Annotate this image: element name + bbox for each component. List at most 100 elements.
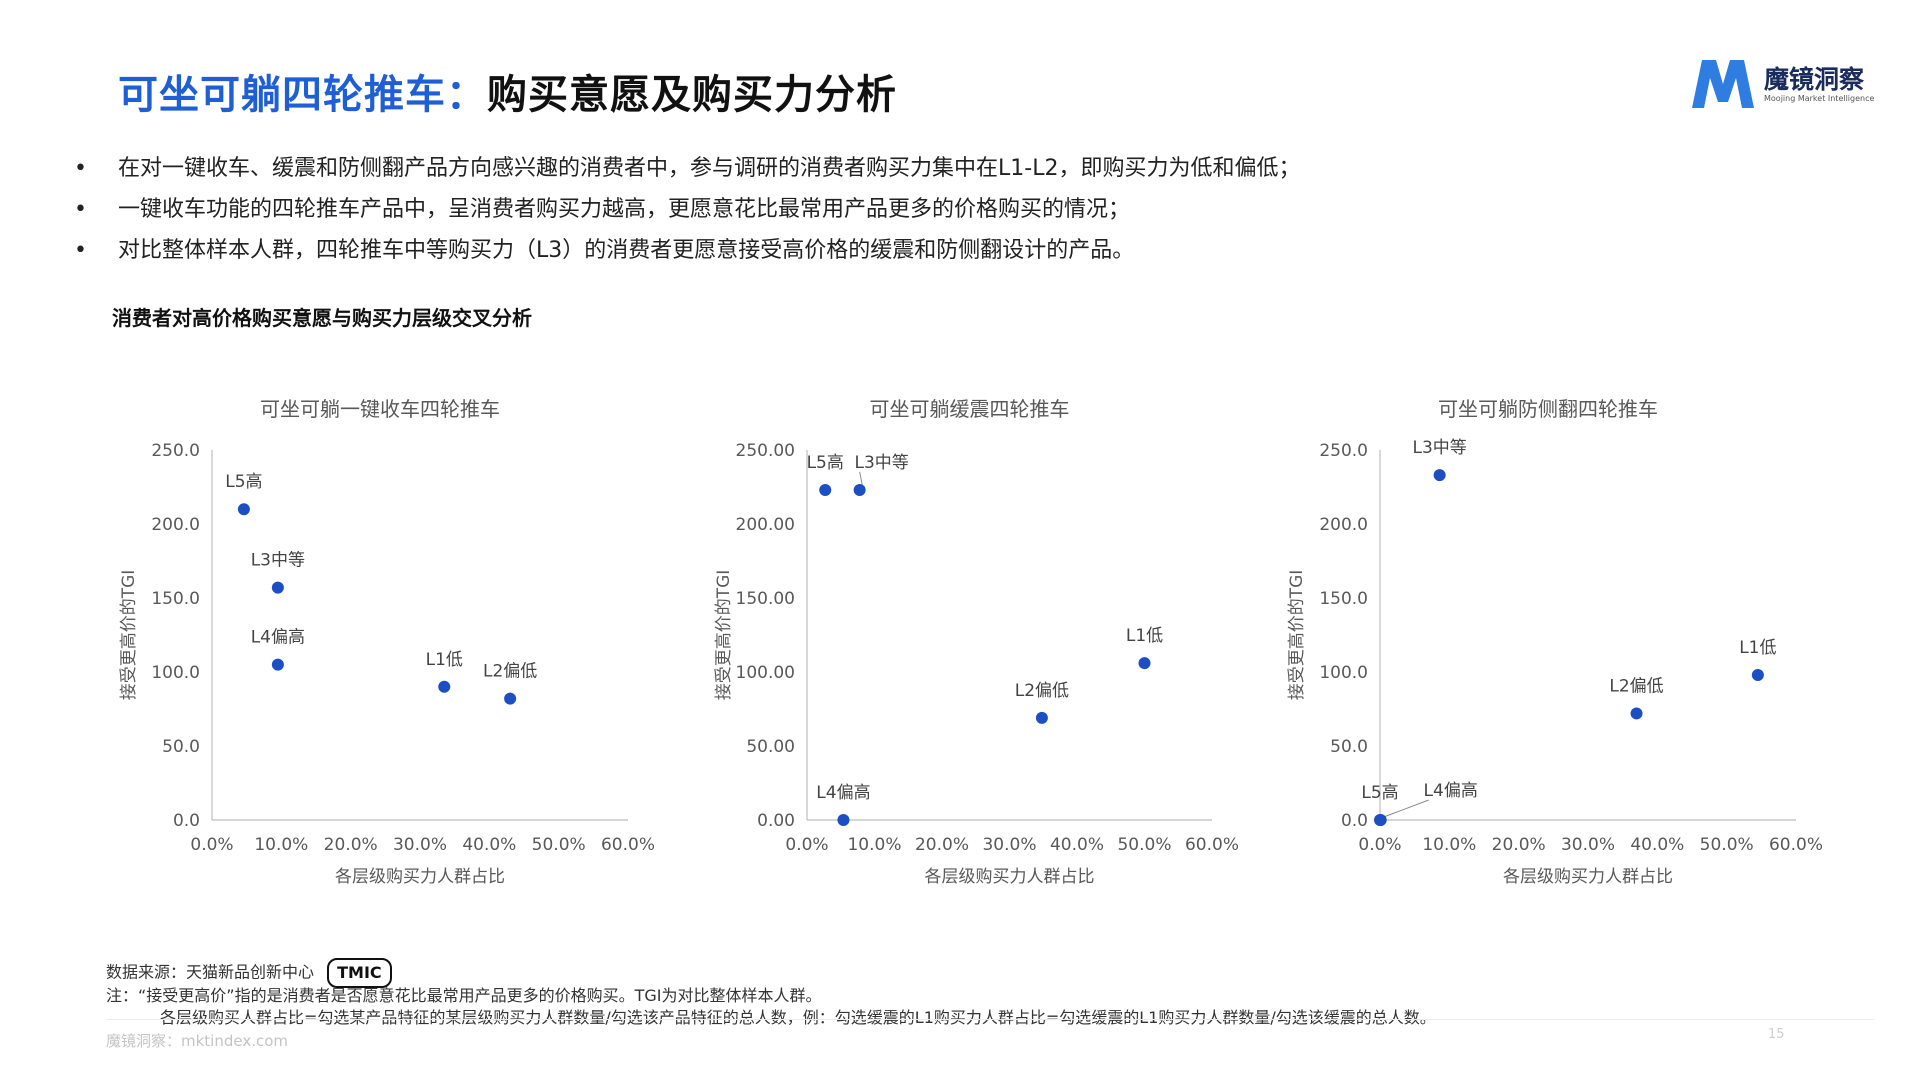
data-label: L2偏低 — [1609, 676, 1663, 696]
data-point — [1751, 668, 1764, 681]
x-tick-label: 50.0% — [532, 835, 586, 855]
bullet-text: 在对一键收车、缓震和防侧翻产品方向感兴趣的消费者中，参与调研的消费者购买力集中在… — [118, 156, 1301, 181]
logo-m-icon — [1692, 60, 1754, 108]
data-point — [819, 483, 832, 496]
data-point — [438, 680, 451, 693]
x-tick-label: 40.0% — [1630, 835, 1684, 855]
data-label: L4偏高 — [1424, 781, 1478, 801]
bullet-item: • 在对一键收车、缓震和防侧翻产品方向感兴趣的消费者中，参与调研的消费者购买力集中… — [70, 148, 1300, 189]
page-title-main: 购买意愿及购买力分析 — [487, 72, 897, 118]
x-axis-title: 各层级购买力人群占比 — [1503, 867, 1673, 887]
data-point — [1630, 707, 1643, 720]
data-point — [837, 814, 850, 826]
brand-logo: 魔镜洞察 Moojing Market Intelligence — [1688, 56, 1888, 116]
data-label: L1低 — [426, 650, 463, 670]
x-tick-label: 40.0% — [462, 835, 516, 855]
data-label: L4偏高 — [816, 783, 870, 803]
data-label: L5高 — [1361, 783, 1398, 803]
data-label: L1低 — [1739, 638, 1776, 658]
data-label: L5高 — [807, 453, 844, 473]
x-tick-label: 60.0% — [1769, 835, 1823, 855]
x-tick-label: 10.0% — [254, 835, 308, 855]
data-label: L2偏低 — [483, 662, 537, 682]
y-axis-title: 接受更高价的TGI — [1287, 570, 1307, 701]
y-tick-label: 50.0 — [162, 737, 200, 757]
section-title: 消费者对高价格购买意愿与购买力层级交叉分析 — [112, 306, 532, 330]
tmic-logo: TMIC — [327, 958, 392, 988]
y-tick-label: 250.00 — [736, 441, 795, 461]
data-point — [237, 503, 250, 516]
y-tick-label: 0.0 — [173, 811, 200, 831]
data-point — [1138, 657, 1151, 670]
data-source-text: 数据来源：天猫新品创新中心 — [106, 962, 315, 982]
footer-divider — [106, 1019, 1874, 1020]
bullet-item: • 对比整体样本人群，四轮推车中等购买力（L3）的消费者更愿意接受高价格的缓震和防… — [70, 230, 1300, 271]
y-axis-title: 接受更高价的TGI — [119, 570, 139, 701]
x-axis-title: 各层级购买力人群占比 — [925, 867, 1095, 887]
data-point — [271, 581, 284, 594]
x-tick-label: 10.0% — [847, 835, 901, 855]
x-tick-label: 10.0% — [1422, 835, 1476, 855]
chart-title: 可坐可躺一键收车四轮推车 — [260, 397, 500, 421]
footnote: 注：“接受更高价”指的是消费者是否愿意花比最常用产品更多的价格购买。TGI为对比… — [106, 986, 822, 1005]
y-tick-label: 200.0 — [151, 515, 200, 535]
x-tick-label: 30.0% — [1561, 835, 1615, 855]
data-label: L3中等 — [855, 453, 909, 473]
y-tick-label: 50.00 — [746, 737, 795, 757]
data-source: 数据来源：天猫新品创新中心 TMIC — [106, 958, 392, 988]
data-label: L2偏低 — [1015, 681, 1069, 701]
y-tick-label: 150.00 — [736, 589, 795, 609]
page-title-highlight: 可坐可躺四轮推车： — [118, 72, 487, 118]
logo-name: 魔镜洞察 — [1764, 65, 1865, 94]
y-tick-label: 150.0 — [1319, 589, 1368, 609]
x-tick-label: 0.0% — [190, 835, 233, 855]
y-tick-label: 100.0 — [151, 663, 200, 683]
data-label: L1低 — [1126, 626, 1163, 646]
y-tick-label: 250.0 — [151, 441, 200, 461]
data-label: L3中等 — [251, 551, 305, 571]
bullet-dot: • — [74, 156, 87, 181]
x-tick-label: 20.0% — [324, 835, 378, 855]
data-point — [853, 483, 866, 496]
data-point — [271, 658, 284, 671]
bullet-dot: • — [74, 197, 87, 222]
chart-title: 可坐可躺防侧翻四轮推车 — [1438, 397, 1658, 421]
x-tick-label: 20.0% — [915, 835, 969, 855]
data-point — [1433, 469, 1446, 482]
summary-bullets: • 在对一键收车、缓震和防侧翻产品方向感兴趣的消费者中，参与调研的消费者购买力集中… — [70, 148, 1300, 271]
x-tick-label: 60.0% — [601, 835, 655, 855]
scatter-charts: 可坐可躺一键收车四轮推车0.050.0100.0150.0200.0250.00… — [119, 397, 1823, 887]
bullet-text: 一键收车功能的四轮推车产品中，呈消费者购买力越高，更愿意花比最常用产品更多的价格… — [118, 197, 1131, 222]
y-tick-label: 100.0 — [1319, 663, 1368, 683]
x-axis-title: 各层级购买力人群占比 — [335, 867, 505, 887]
website-watermark: 魔镜洞察：mktindex.com — [106, 1032, 289, 1050]
data-label: L3中等 — [1412, 438, 1466, 458]
data-point — [1374, 814, 1387, 826]
chart-title: 可坐可躺缓震四轮推车 — [870, 397, 1070, 421]
y-tick-label: 200.00 — [736, 515, 795, 535]
data-point — [1035, 711, 1048, 724]
y-tick-label: 250.0 — [1319, 441, 1368, 461]
y-axis-title: 接受更高价的TGI — [714, 570, 734, 701]
label-leader-line — [859, 471, 864, 488]
x-tick-label: 60.0% — [1185, 835, 1239, 855]
x-tick-label: 50.0% — [1117, 835, 1171, 855]
bullet-text: 对比整体样本人群，四轮推车中等购买力（L3）的消费者更愿意接受高价格的缓震和防侧… — [118, 238, 1135, 263]
x-tick-label: 20.0% — [1492, 835, 1546, 855]
y-tick-label: 200.0 — [1319, 515, 1368, 535]
x-tick-label: 40.0% — [1050, 835, 1104, 855]
y-tick-label: 100.00 — [736, 663, 795, 683]
page-title: 可坐可躺四轮推车：购买意愿及购买力分析 — [118, 62, 897, 120]
x-tick-label: 50.0% — [1700, 835, 1754, 855]
bullet-dot: • — [74, 238, 87, 263]
x-tick-label: 30.0% — [982, 835, 1036, 855]
footnote-definition: 各层级购买人群占比=勾选某产品特征的某层级购买力人群数量/勾选该产品特征的总人数… — [160, 1008, 1436, 1027]
data-label: L5高 — [225, 472, 262, 492]
x-tick-label: 0.0% — [785, 835, 828, 855]
data-label: L4偏高 — [251, 628, 305, 648]
x-tick-label: 0.0% — [1358, 835, 1401, 855]
y-tick-label: 0.0 — [1341, 811, 1368, 831]
y-tick-label: 50.0 — [1330, 737, 1368, 757]
bullet-item: • 一键收车功能的四轮推车产品中，呈消费者购买力越高，更愿意花比最常用产品更多的价… — [70, 189, 1300, 230]
logo-subtitle: Moojing Market Intelligence — [1764, 94, 1875, 103]
